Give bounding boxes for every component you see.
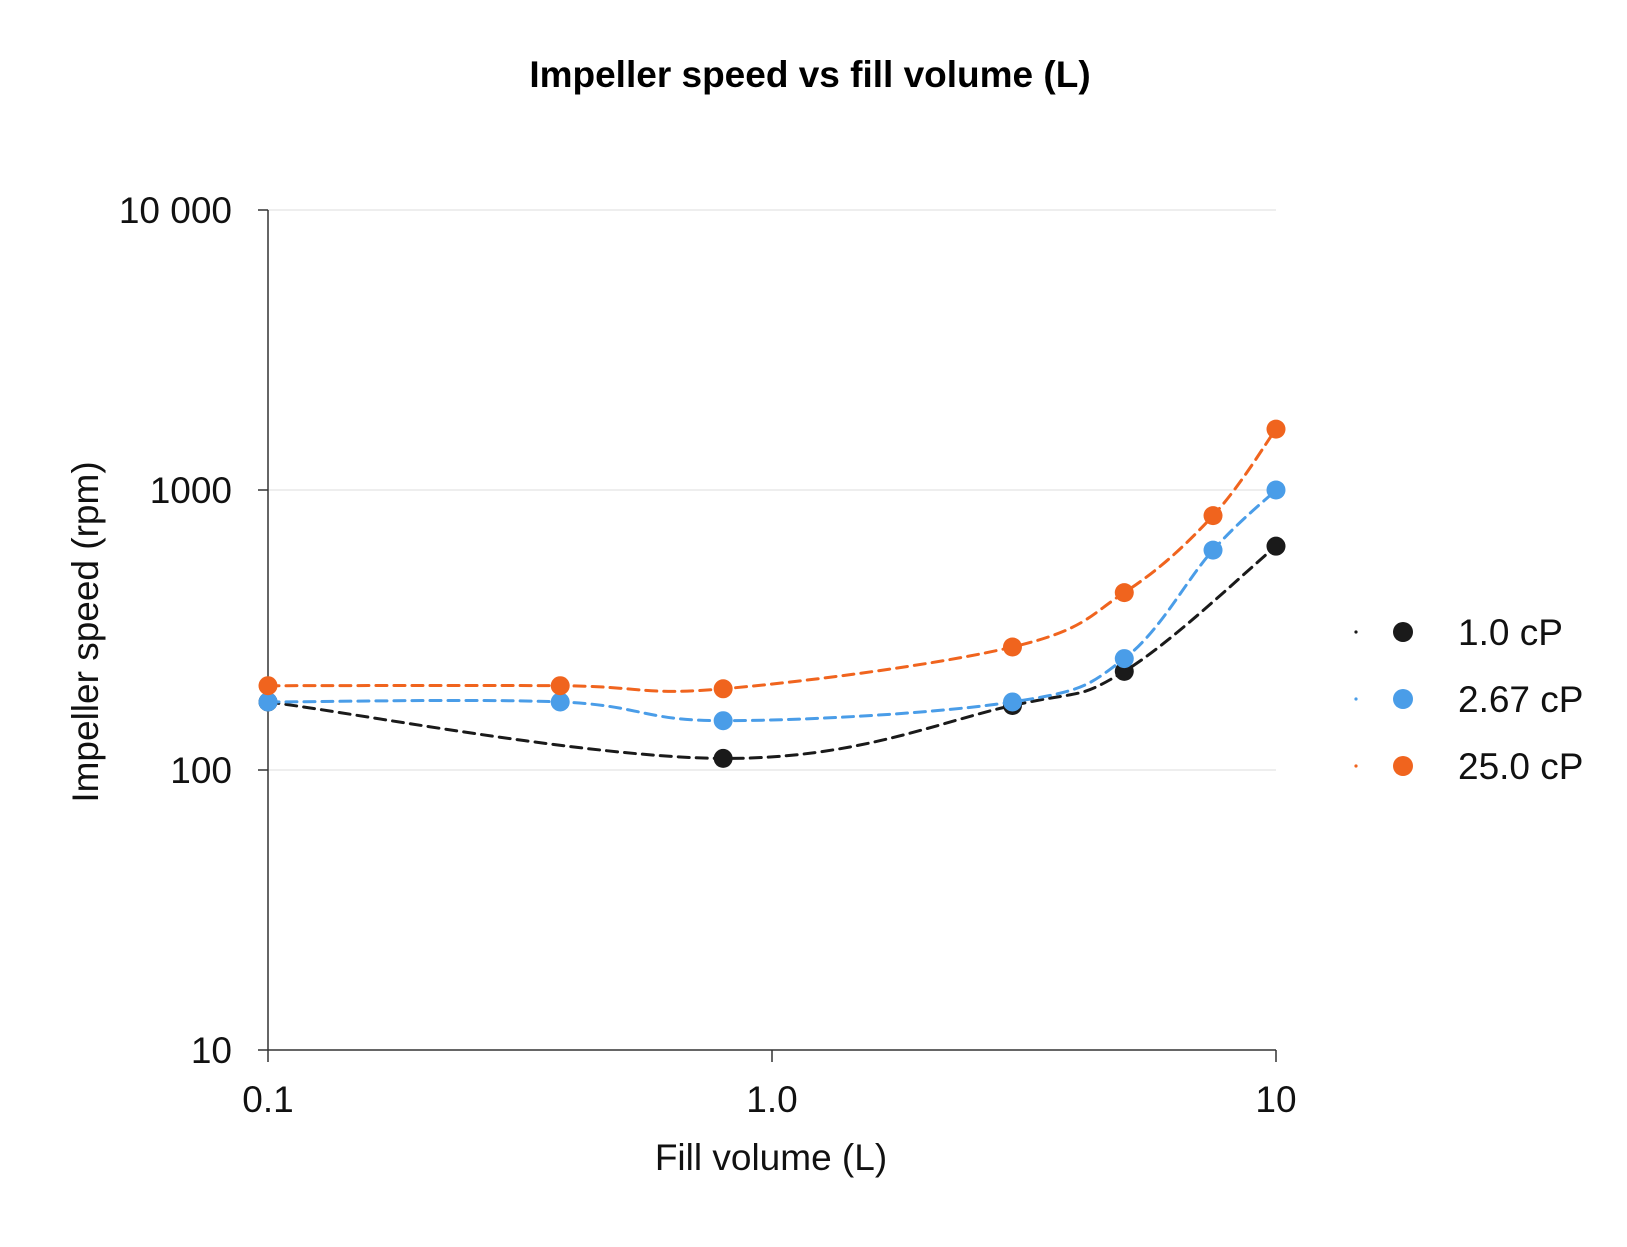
legend-line-swatch (1354, 697, 1358, 701)
chart-title: Impeller speed vs fill volume (L) (529, 54, 1090, 95)
data-point (258, 676, 278, 696)
data-point (258, 692, 278, 712)
legend: 1.0 cP 2.67 cP 25.0 cP (1354, 612, 1583, 787)
data-point (713, 679, 733, 699)
series-1-0-cp (258, 536, 1286, 768)
data-point (1114, 649, 1134, 669)
data-point (1266, 480, 1286, 500)
data-point (550, 692, 570, 712)
y-tick-label: 10 000 (119, 190, 232, 231)
series-line-2-67-cp (266, 488, 1278, 723)
data-point (713, 711, 733, 731)
x-axis-label: Fill volume (L) (655, 1137, 887, 1178)
axes: 10 100 1000 10 000 0.1 1.0 10 (119, 190, 1297, 1120)
x-tick-label: 0.1 (242, 1079, 293, 1120)
series-line-25-0-cp (266, 427, 1278, 693)
data-point (1114, 583, 1134, 603)
legend-marker (1393, 622, 1413, 642)
data-point (1002, 692, 1022, 712)
legend-marker (1393, 689, 1413, 709)
y-tick-label: 10 (191, 1030, 232, 1071)
series-layer (258, 419, 1286, 768)
data-point (1203, 540, 1223, 560)
legend-label: 1.0 cP (1458, 612, 1563, 653)
grid (268, 209, 1276, 771)
legend-item-1-0-cp: 1.0 cP (1354, 612, 1563, 653)
legend-line-swatch (1354, 764, 1358, 768)
data-point (1266, 536, 1286, 556)
legend-item-25-0-cp: 25.0 cP (1354, 746, 1583, 787)
legend-line-swatch (1354, 630, 1358, 634)
y-tick-label: 1000 (150, 470, 232, 511)
data-point (1002, 637, 1022, 657)
legend-marker (1393, 756, 1413, 776)
legend-item-2-67-cp: 2.67 cP (1354, 679, 1583, 720)
y-axis-label: Impeller speed (rpm) (65, 461, 106, 802)
x-tick-label: 1.0 (746, 1079, 797, 1120)
data-point (1266, 419, 1286, 439)
data-point (550, 676, 570, 696)
data-point (713, 748, 733, 768)
series-2-67-cp (258, 480, 1286, 731)
y-tick-label: 100 (170, 750, 232, 791)
series-line-1-0-cp (266, 544, 1278, 760)
series-25-0-cp (258, 419, 1286, 699)
x-tick-label: 10 (1255, 1079, 1296, 1120)
legend-label: 2.67 cP (1458, 679, 1583, 720)
legend-label: 25.0 cP (1458, 746, 1583, 787)
data-point (1203, 506, 1223, 526)
